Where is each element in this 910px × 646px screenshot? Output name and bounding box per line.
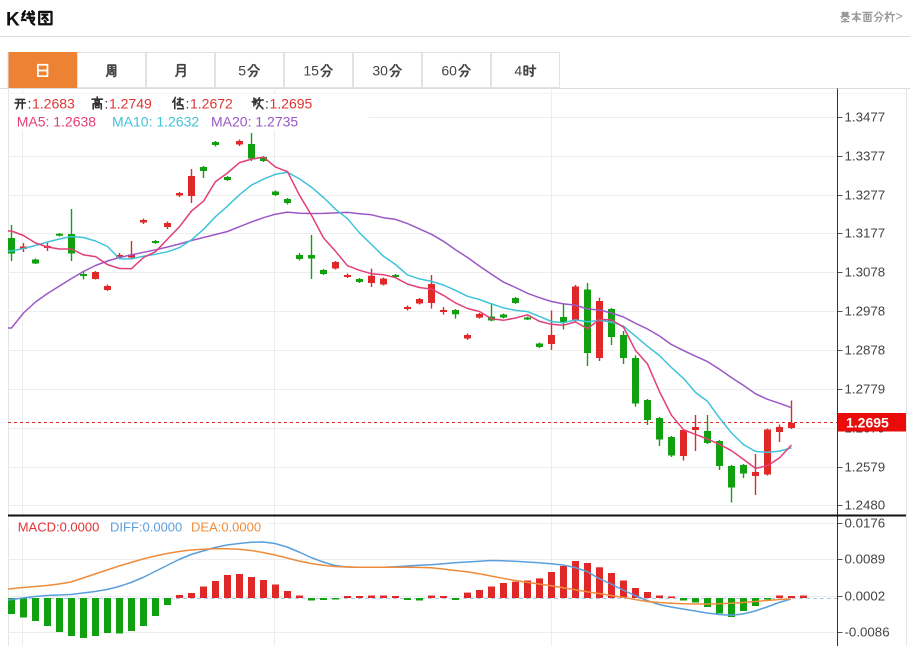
svg-text::: : [105,96,109,112]
svg-text:1.3277: 1.3277 [845,188,886,203]
svg-text:1.2695: 1.2695 [270,96,313,112]
svg-text::: : [265,96,269,112]
svg-text:MA10: 1.2632: MA10: 1.2632 [112,114,199,130]
svg-text:5: 5 [238,63,246,79]
svg-text:1.3078: 1.3078 [845,265,886,280]
svg-text::: : [28,96,32,112]
svg-text:K: K [6,10,20,31]
svg-text:-0.0086: -0.0086 [845,625,890,640]
svg-text:DEA:0.0000: DEA:0.0000 [191,520,261,535]
svg-text:1.2683: 1.2683 [32,96,75,112]
svg-text:30: 30 [372,63,388,79]
svg-text:60: 60 [441,63,457,79]
svg-text:1.2749: 1.2749 [109,96,152,112]
svg-text:1.2779: 1.2779 [845,382,886,397]
svg-text:1.3477: 1.3477 [845,110,886,125]
svg-text:1.3177: 1.3177 [845,226,886,241]
svg-text:1.3377: 1.3377 [845,149,886,164]
svg-text:DIFF:0.0000: DIFF:0.0000 [110,520,182,535]
svg-text:0.0176: 0.0176 [845,516,886,531]
svg-text:0.0002: 0.0002 [845,589,886,604]
svg-text:1.2878: 1.2878 [845,343,886,358]
svg-text:0.0089: 0.0089 [845,552,886,567]
svg-text:MA20: 1.2735: MA20: 1.2735 [211,114,298,130]
svg-text:1.2579: 1.2579 [845,460,886,475]
svg-text:MA5: 1.2638: MA5: 1.2638 [17,114,97,130]
svg-text:1.2695: 1.2695 [846,415,889,431]
svg-text:MACD:0.0000: MACD:0.0000 [18,520,100,535]
svg-text:1.2978: 1.2978 [845,304,886,319]
svg-text:4: 4 [514,63,522,79]
svg-text:1.2672: 1.2672 [190,96,233,112]
svg-text:15: 15 [303,63,319,79]
svg-text:1.2480: 1.2480 [845,498,886,513]
svg-text::: : [186,96,190,112]
svg-text:>: > [896,10,903,24]
